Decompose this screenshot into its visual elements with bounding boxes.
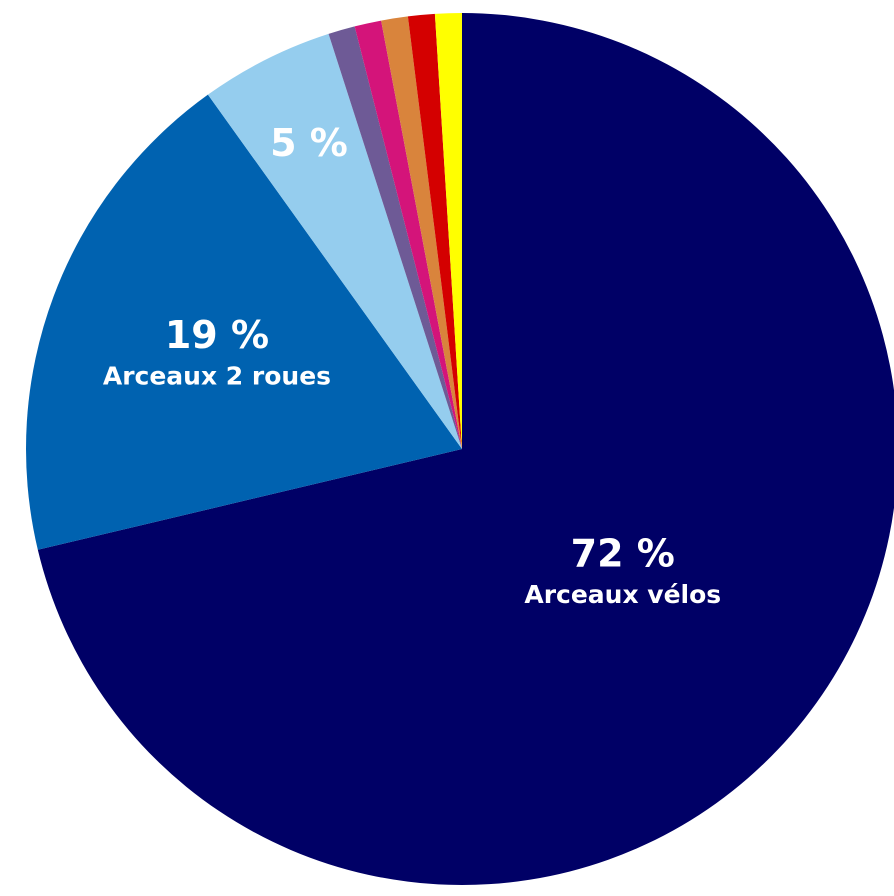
pie-slice: [207, 33, 462, 449]
pie-slice: [328, 26, 462, 450]
value-label: 72 %: [571, 532, 675, 576]
pie-slice: [407, 13, 462, 449]
pie-slice: [434, 13, 462, 449]
pie-slice: [354, 20, 462, 449]
pie-slice: [37, 13, 894, 885]
value-label: 5 %: [270, 121, 348, 165]
pie-slice: [26, 94, 463, 550]
value-label: 19 %: [165, 313, 269, 357]
pie-slice: [381, 16, 462, 450]
category-label: Arceaux vélos: [524, 580, 721, 609]
category-label: Arceaux 2 roues: [103, 361, 331, 390]
